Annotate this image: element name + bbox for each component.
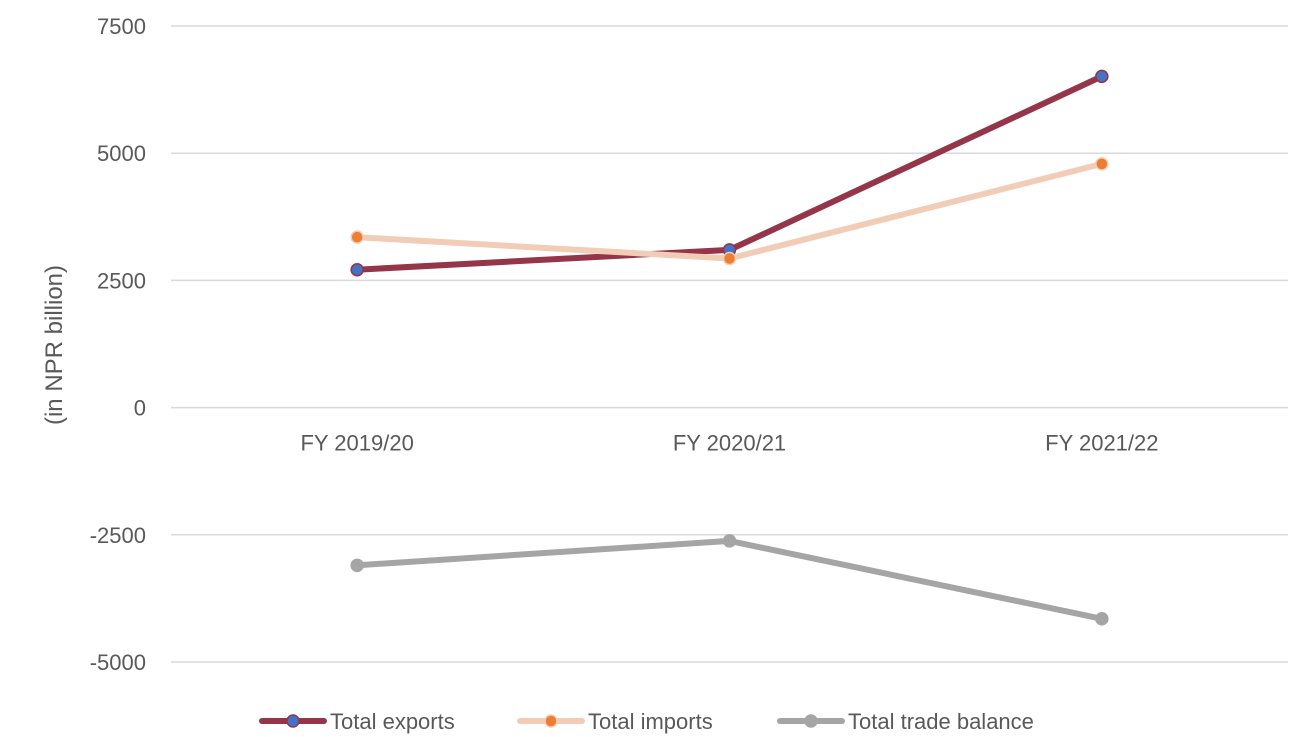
legend-swatch-marker [804,714,818,728]
data-point-total-trade-balance [722,534,737,548]
y-tick-label: -2500 [90,523,146,548]
series-line-total-trade-balance [354,537,1105,622]
data-point-total-imports [722,251,737,266]
data-point-total-trade-balance [350,558,364,573]
y-tick-label: 7500 [97,14,146,39]
x-category-label: FY 2021/22 [1045,431,1158,456]
x-axis-category-labels: FY 2019/20 FY 2020/21 FY 2021/22 [300,431,1158,456]
legend-label: Total trade balance [848,709,1034,734]
data-point-total-imports [1095,157,1109,171]
y-tick-label: 0 [134,396,146,421]
x-category-label: FY 2020/21 [673,431,786,456]
y-axis-tick-labels: 7500 5000 2500 0 -2500 -5000 [90,14,146,675]
y-tick-label: 2500 [97,268,146,293]
legend-label: Total imports [588,709,713,734]
legend-label: Total exports [330,709,455,734]
y-tick-label: 5000 [97,141,146,166]
gridlines [171,25,1288,663]
legend: Total exports Total imports Total trade ba… [259,709,1034,734]
data-point-total-exports [1095,69,1109,84]
data-point-total-trade-balance [1095,612,1109,626]
x-category-label: FY 2019/20 [300,431,413,456]
data-point-total-exports [350,262,364,277]
y-tick-label: -5000 [90,650,146,675]
legend-swatch-marker [544,714,558,728]
data-point-total-imports [350,230,364,244]
series-markers [350,69,1109,626]
y-axis-title: (in NPR billion) [41,265,68,425]
legend-swatch-marker [286,714,300,728]
